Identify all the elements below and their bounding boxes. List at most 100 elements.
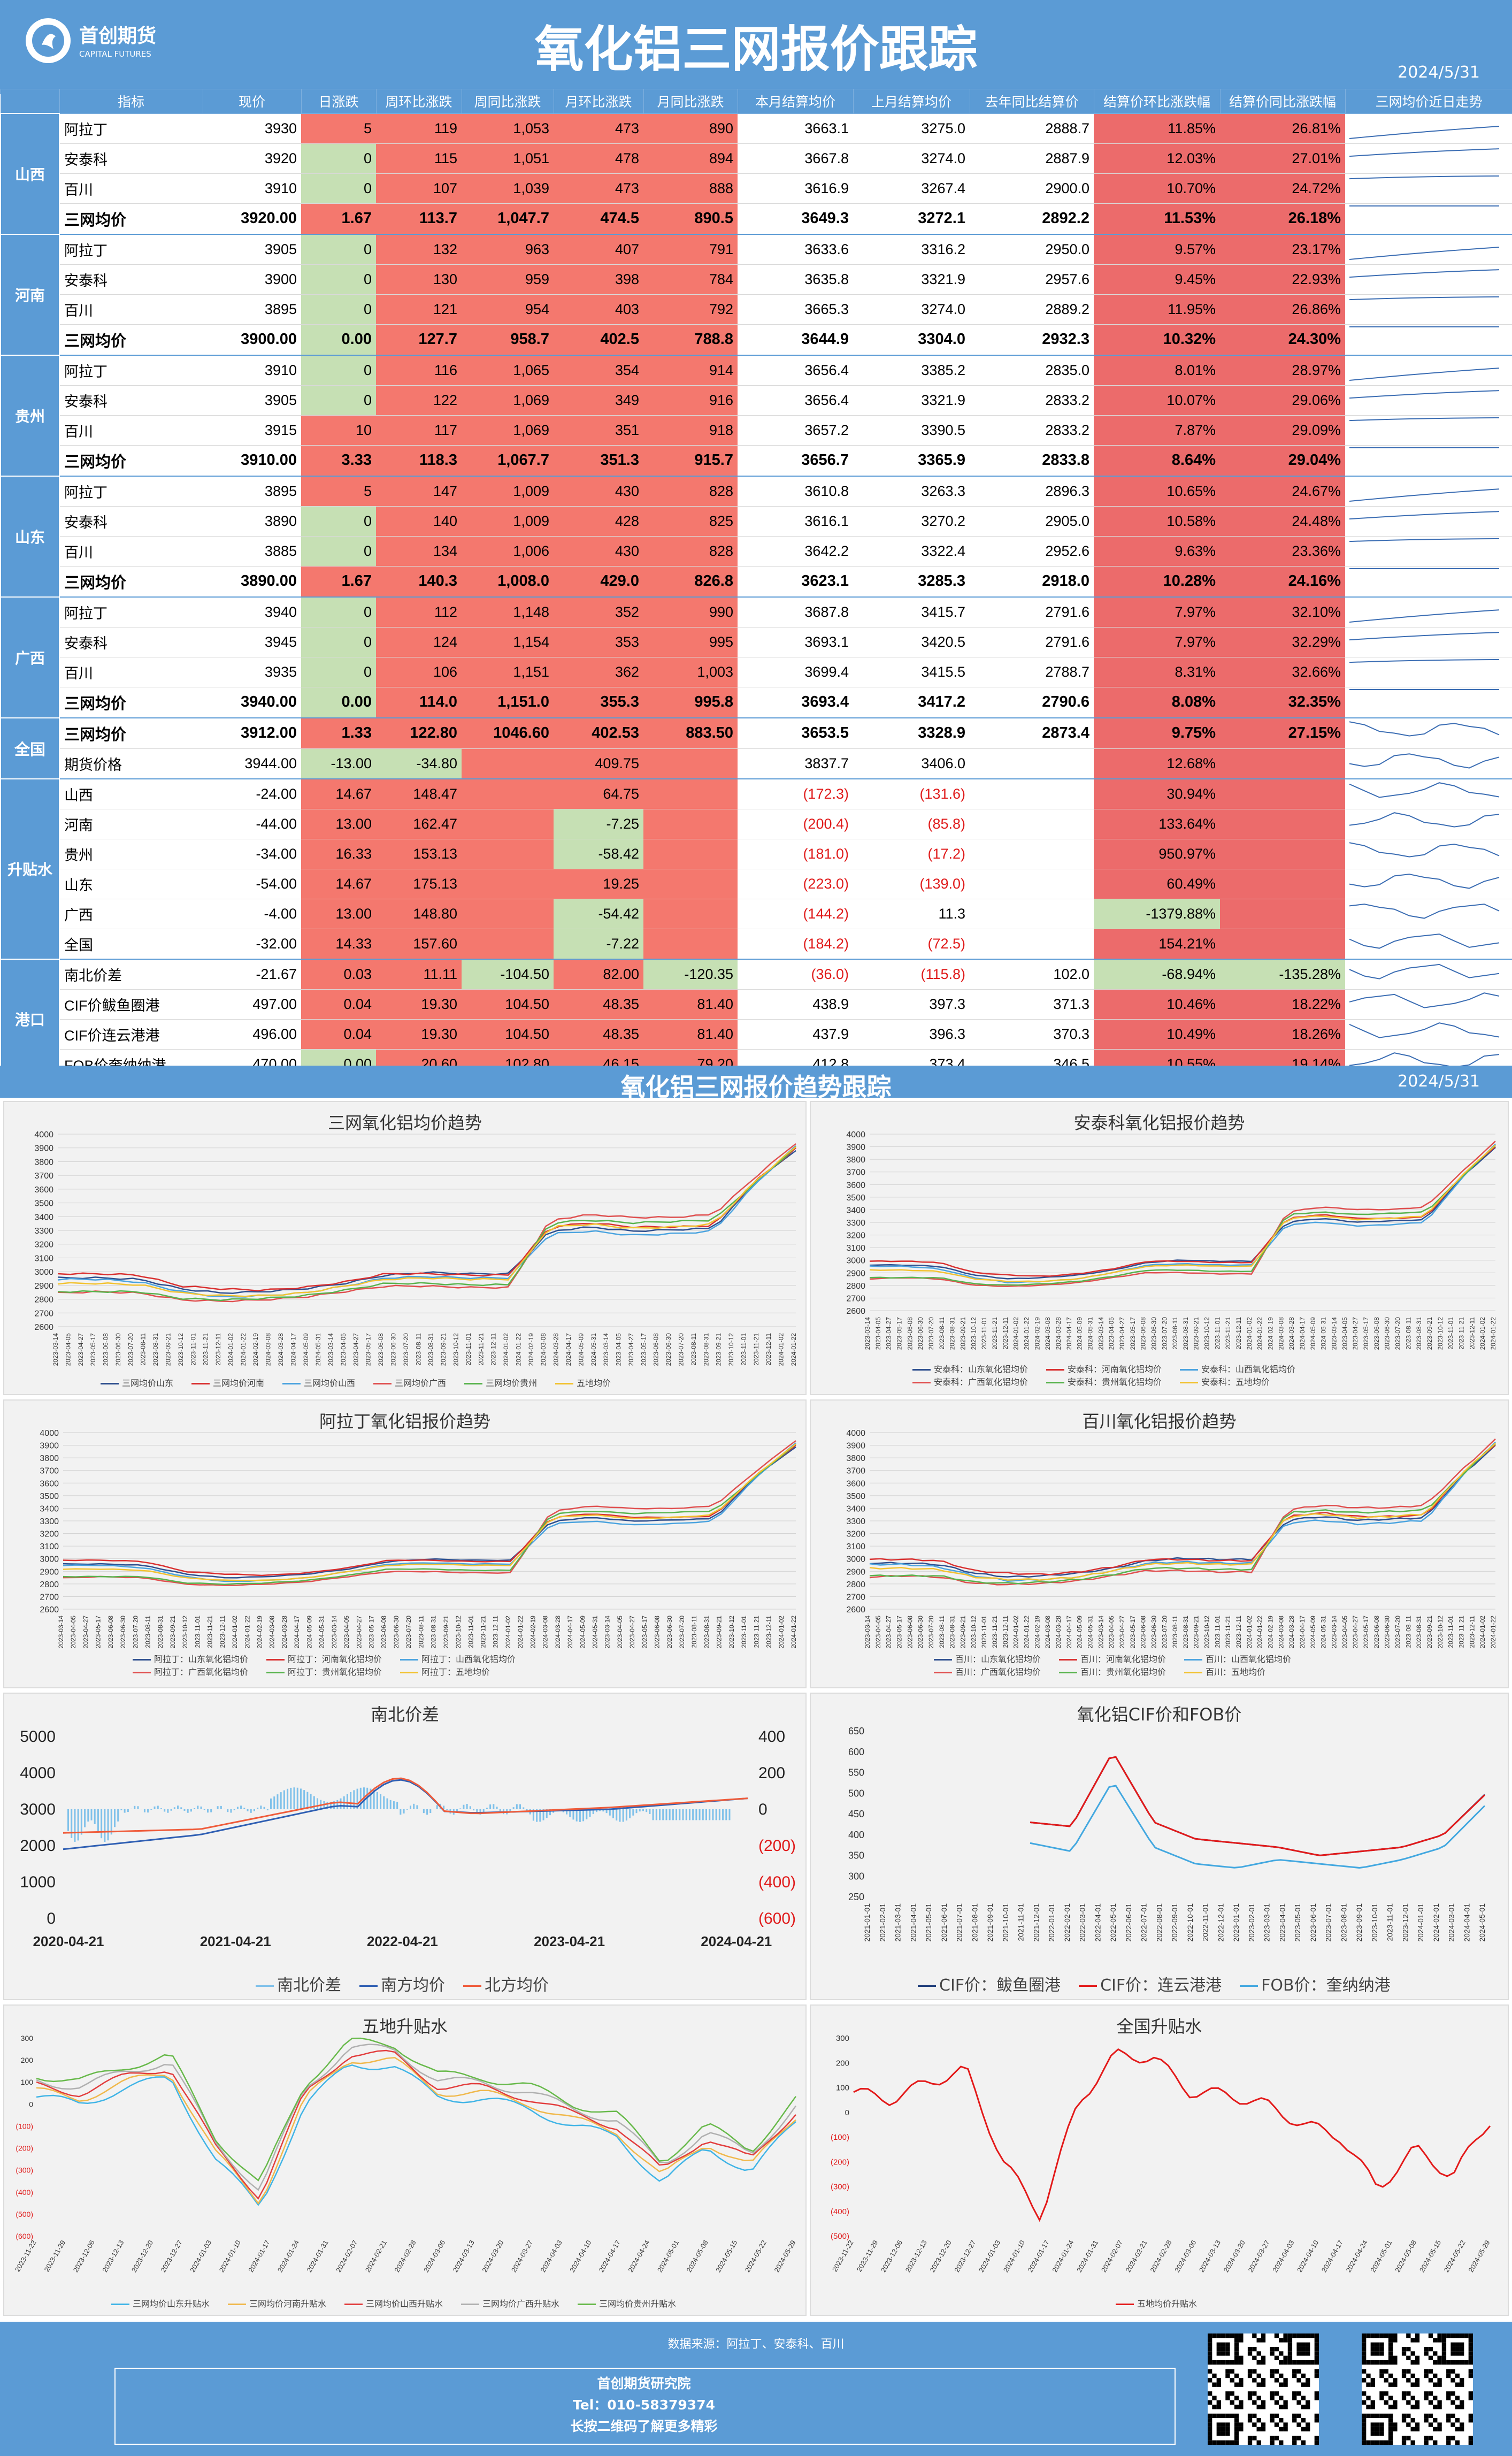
table-cell: 1,148 <box>462 596 554 628</box>
table-cell: 3940.00 <box>203 687 301 718</box>
x-tick-label: 2023-09-21 <box>440 1333 447 1366</box>
x-tick-label: 2023-11-01 <box>740 1333 747 1366</box>
legend-item: 五地均价升贴水 <box>1116 2297 1197 2309</box>
table-cell <box>970 809 1094 839</box>
spread-bar <box>157 1805 159 1809</box>
row-label: 阿拉丁 <box>59 596 203 628</box>
spread-bar <box>137 1806 139 1809</box>
spread-bar <box>682 1809 684 1820</box>
x-tick-label: 2023-08-11 <box>938 1317 946 1350</box>
spread-bar <box>536 1809 538 1822</box>
x-tick-label: 2024-05-09 <box>1076 1616 1084 1649</box>
table-cell <box>462 809 554 839</box>
x-tick-label: 2024-02-21 <box>1124 2239 1149 2274</box>
x-tick-label: 2024-02-19 <box>1267 1616 1275 1649</box>
x-tick-label: 2023-06-30 <box>1384 1317 1391 1350</box>
x-tick-label: 2021-05-01 <box>924 1903 933 1942</box>
table-cell: 3693.4 <box>738 687 853 718</box>
spread-bar <box>346 1794 348 1809</box>
x-tick-label: 2023-11-21 <box>991 1317 999 1350</box>
y-tick-label: 650 <box>848 1726 864 1736</box>
table-cell: 963 <box>462 234 554 265</box>
x-tick-label: 2023-04-05 <box>615 1333 623 1366</box>
x-tick-label: 2022-01-01 <box>1047 1903 1056 1942</box>
y-tick-label: 3200 <box>40 1530 59 1539</box>
x-tick-label: 2024-03-28 <box>281 1616 288 1649</box>
legend-item: 三网均价广西升贴水 <box>461 2297 559 2309</box>
table-cell: (17.2) <box>853 839 970 869</box>
x-tick-label: 2024-03-08 <box>542 1616 549 1649</box>
y-tick-label: 200 <box>836 2059 849 2068</box>
table-cell: 351.3 <box>554 445 643 477</box>
spread-bar <box>436 1805 438 1809</box>
table-cell: 1.33 <box>301 717 376 749</box>
table-cell <box>1220 869 1345 899</box>
x-tick-label: 2023-05-17 <box>641 1616 648 1649</box>
spread-bar <box>489 1804 492 1809</box>
x-tick-label: 2024-03-27 <box>510 2239 534 2274</box>
sparkline <box>1349 963 1500 980</box>
legend-swatch <box>918 1985 936 1987</box>
spread-bar <box>217 1806 219 1809</box>
spread-bar <box>101 1809 103 1839</box>
logo-name: 首创期货 <box>79 25 157 47</box>
spread-bar <box>84 1809 86 1827</box>
spread-bar <box>366 1787 369 1809</box>
legend-swatch <box>400 1659 419 1661</box>
chart-panel-north-south: 南北价差 5000 4000 3000 2000 1000 0 400 200 0 (200) (4… <box>3 1693 807 2000</box>
x-tick-label: 2022-03-01 <box>1078 1903 1087 1942</box>
trend-section-date: 2024/5/31 <box>1398 1072 1480 1091</box>
table-cell <box>643 839 738 869</box>
legend-item: 百川：河南氧化铝均价 <box>1059 1652 1166 1665</box>
x-tick-label: 2023-09-21 <box>959 1616 966 1649</box>
table-cell: (115.8) <box>853 959 970 990</box>
table-cell: 0 <box>301 264 376 295</box>
table-cell: 19.30 <box>376 1019 462 1050</box>
qr-code-1[interactable] <box>1208 2333 1319 2445</box>
table-cell: 117 <box>376 415 462 446</box>
contact-box <box>114 2368 1176 2445</box>
spread-bar <box>512 1807 515 1809</box>
row-label: 安泰科 <box>59 627 203 657</box>
y-tick-label: (500) <box>16 2210 33 2218</box>
table-cell: 2833.2 <box>970 415 1094 446</box>
table-cell: 0 <box>301 596 376 628</box>
x-tick-label: 2024-03-06 <box>1173 2239 1198 2274</box>
series-line <box>63 1442 796 1582</box>
x-tick-label: 2024-03-28 <box>277 1333 285 1366</box>
sparkline-cell <box>1345 385 1512 416</box>
spread-bar <box>575 1809 578 1822</box>
table-cell: 430 <box>554 536 643 567</box>
spread-bar <box>413 1803 415 1809</box>
x-tick-label: 2023-03-14 <box>52 1333 59 1366</box>
table-cell: 3895 <box>203 476 301 507</box>
x-tick-label: 2023-08-31 <box>427 1333 435 1366</box>
table-cell: 497.00 <box>203 989 301 1020</box>
y-tick-label: 300 <box>848 1871 864 1881</box>
x-tick-label: 2023-11-01 <box>465 1333 472 1366</box>
qr-code-2[interactable] <box>1362 2333 1473 2445</box>
x-tick-label: 2024-01-22 <box>790 1333 797 1366</box>
x-tick-label: 2024-01-31 <box>305 2239 330 2274</box>
x-tick-label: 2023-07-20 <box>402 1333 410 1366</box>
spread-bar <box>370 1788 372 1809</box>
x-tick-label: 2023-11-21 <box>753 1333 760 1366</box>
series-line <box>57 1146 796 1297</box>
table-cell <box>643 899 738 929</box>
sparkline <box>1349 1022 1500 1038</box>
y-tick-label: 2600 <box>34 1323 53 1332</box>
table-cell: 112 <box>376 596 462 628</box>
x-tick-label: 2024-05-31 <box>1086 1317 1094 1350</box>
legend-swatch <box>133 1659 151 1661</box>
spread-bar <box>652 1809 654 1820</box>
y-tick-label: 3100 <box>34 1254 53 1263</box>
table-cell: 3940 <box>203 596 301 628</box>
table-cell: (144.2) <box>738 899 853 929</box>
spread-bar <box>542 1809 544 1820</box>
table-cell: 1,069 <box>462 385 554 416</box>
table-cell: 119 <box>376 113 462 144</box>
series-line <box>36 2064 796 2206</box>
y-tick-label: 3200 <box>34 1241 53 1250</box>
x-tick-label: 2023-08-11 <box>1404 1616 1412 1648</box>
